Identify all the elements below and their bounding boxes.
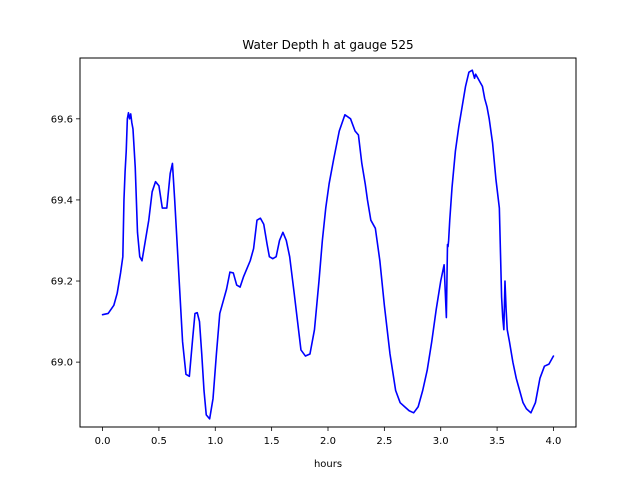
y-tick-label: 69.4 [51, 195, 73, 206]
x-axis-label: hours [314, 459, 342, 470]
x-tick-label: 0.0 [95, 436, 111, 447]
y-tick-label: 69.0 [51, 358, 73, 369]
chart-title: Water Depth h at gauge 525 [242, 38, 413, 52]
x-tick-label: 1.0 [207, 436, 223, 447]
x-tick-label: 3.5 [489, 436, 505, 447]
y-tick-label: 69.2 [51, 277, 73, 288]
x-axis-ticks: 0.0 0.5 1.0 1.5 2.0 2.5 3.0 3.5 4.0 [95, 427, 562, 447]
x-tick-label: 3.0 [433, 436, 449, 447]
x-tick-label: 2.0 [320, 436, 336, 447]
x-tick-label: 4.0 [546, 436, 562, 447]
series-line-1 [101, 69, 555, 420]
series-layer [101, 69, 555, 420]
y-tick-label: 69.6 [51, 114, 73, 125]
x-tick-label: 1.5 [264, 436, 280, 447]
plot-area-frame [79, 57, 577, 428]
x-tick-label: 2.5 [376, 436, 392, 447]
y-axis-ticks: 69.0 69.2 69.4 69.6 [51, 114, 80, 369]
x-tick-label: 0.5 [151, 436, 167, 447]
